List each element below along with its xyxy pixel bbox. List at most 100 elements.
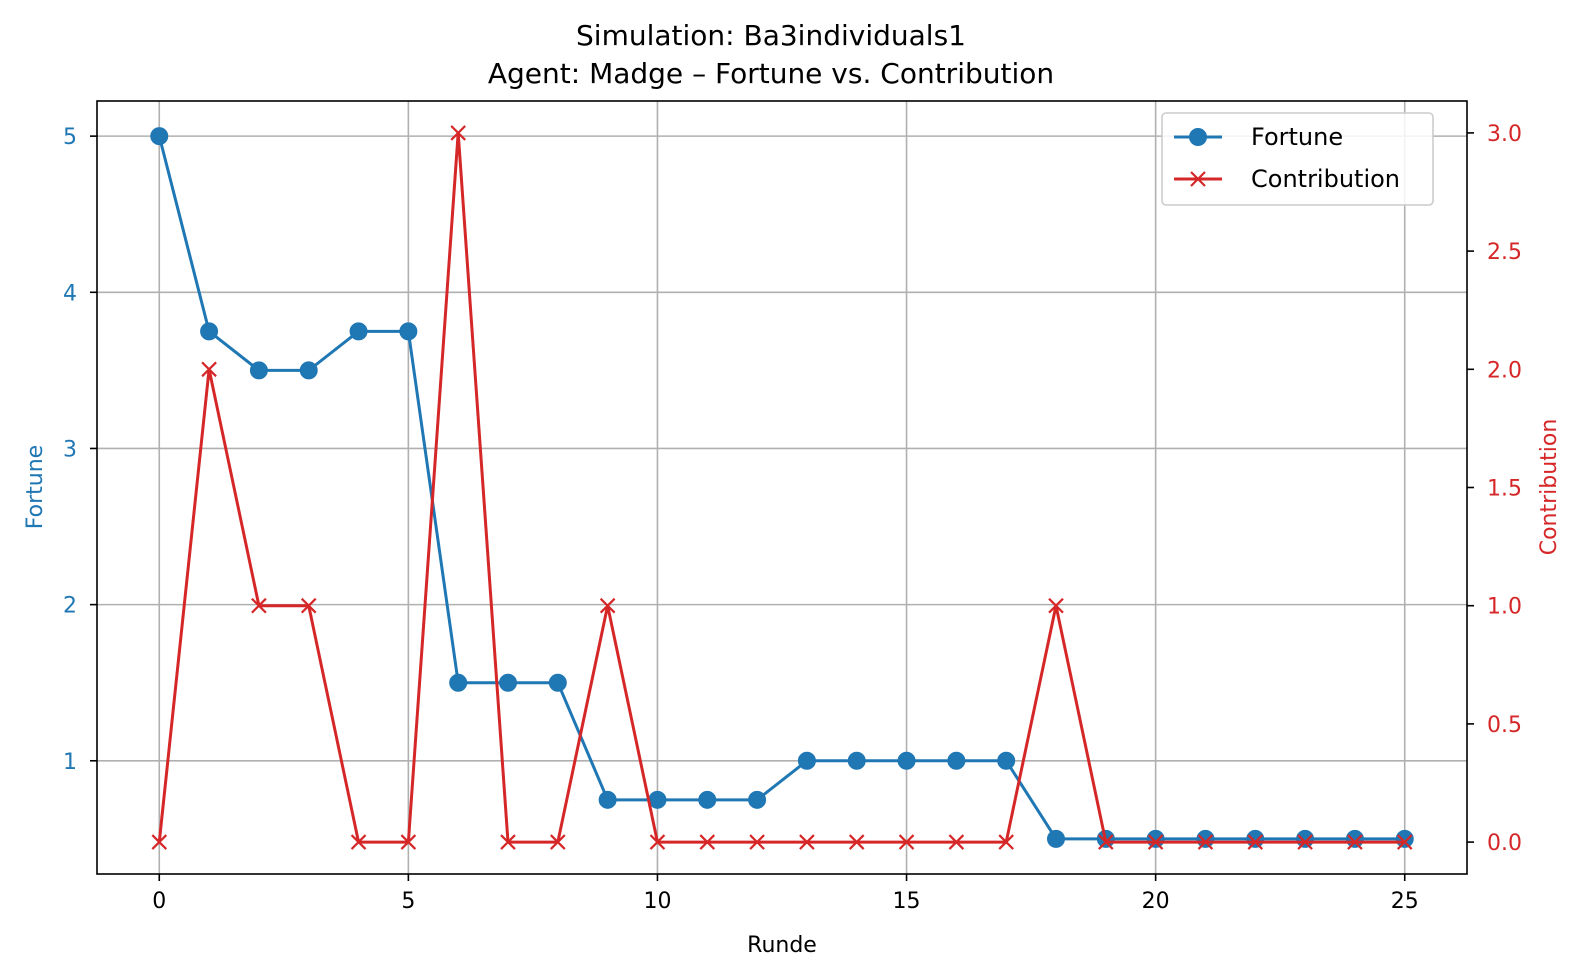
series-fortune (150, 127, 1414, 848)
data-point-contribution-stroke-b (1048, 597, 1064, 614)
data-point-contribution (998, 834, 1014, 850)
data-point-fortune (598, 790, 617, 809)
data-point-fortune (897, 751, 916, 770)
data-point-contribution (1098, 834, 1114, 850)
data-point-contribution (350, 834, 367, 850)
legend-item-fortune: Fortune (1174, 123, 1343, 151)
data-point-fortune (1246, 829, 1265, 848)
data-point-fortune (399, 322, 418, 341)
x-tick-label: 25 (1391, 889, 1419, 914)
data-point-contribution-stroke-b (1147, 834, 1164, 850)
data-point-fortune (648, 790, 667, 809)
data-point-contribution (251, 597, 267, 614)
data-point-contribution (450, 125, 466, 141)
y-right-tick-label: 2.0 (1487, 358, 1522, 383)
data-point-fortune (150, 127, 169, 146)
data-point-contribution (599, 597, 616, 614)
data-point-contribution (1347, 834, 1363, 850)
data-point-fortune (1395, 829, 1414, 848)
data-point-contribution (848, 834, 865, 850)
data-point-fortune (698, 790, 717, 809)
data-point-contribution (1147, 834, 1164, 850)
x-axis-label: Runde (747, 933, 817, 958)
data-point-contribution (1197, 834, 1214, 850)
x-tick-label: 5 (401, 889, 415, 914)
data-point-contribution-stroke-b (400, 834, 417, 850)
data-point-contribution-stroke-b (699, 834, 716, 850)
data-point-contribution-stroke-b (450, 125, 466, 141)
data-point-fortune (499, 673, 517, 692)
data-point-contribution-stroke-b (599, 597, 616, 614)
data-point-fortune (249, 361, 268, 380)
legend-swatch-marker (1190, 171, 1206, 187)
data-point-contribution-stroke-b (948, 834, 965, 850)
data-point-contribution-stroke-b (1347, 834, 1363, 850)
x-tick-label: 15 (893, 889, 921, 914)
x-tick-label: 20 (1142, 889, 1170, 914)
data-point-fortune (1047, 829, 1065, 848)
data-point-contribution-stroke-b (998, 834, 1014, 850)
data-point-fortune (299, 361, 318, 380)
data-point-contribution-stroke-b (1297, 834, 1313, 850)
data-point-fortune (748, 790, 767, 809)
data-point-contribution (201, 361, 217, 378)
data-point-fortune (997, 751, 1016, 770)
y-left-tick-label: 2 (63, 594, 77, 619)
data-point-contribution-stroke-b (1396, 834, 1413, 850)
data-point-contribution (1396, 834, 1413, 850)
data-point-contribution (151, 834, 168, 850)
legend-box (1161, 112, 1434, 206)
data-point-contribution (550, 834, 566, 850)
y-right-tick-label: 0.0 (1487, 831, 1522, 856)
series-line-contribution (157, 131, 1405, 844)
data-point-contribution (1247, 834, 1264, 850)
y-right-tick-label: 0.5 (1487, 713, 1522, 738)
data-point-fortune (349, 322, 368, 341)
data-point-contribution-stroke-b (749, 834, 765, 850)
data-point-contribution-stroke-b (1197, 834, 1214, 850)
legend: Fortune Contribution (1161, 112, 1434, 206)
data-point-contribution-stroke-b (898, 834, 915, 850)
data-point-contribution-stroke-b (300, 597, 317, 614)
data-point-contribution-stroke-b (500, 834, 516, 850)
data-point-fortune (449, 673, 468, 692)
chart-title: Simulation: Ba3individuals1 (576, 19, 966, 52)
data-point-contribution (898, 834, 915, 850)
legend-label: Contribution (1251, 165, 1400, 193)
data-point-contribution (948, 834, 965, 850)
data-point-contribution (749, 834, 765, 850)
data-point-contribution (300, 597, 317, 614)
y-left-tick-label: 4 (63, 281, 77, 306)
data-point-contribution-stroke-b (1247, 834, 1264, 850)
y-right-tick-label: 1.5 (1487, 477, 1522, 502)
data-point-fortune (200, 322, 219, 341)
data-point-contribution-stroke-b (1098, 834, 1114, 850)
y-left-tick-label: 3 (63, 437, 77, 462)
data-point-fortune (1296, 829, 1315, 848)
legend-swatch-marker (1189, 128, 1207, 146)
data-point-contribution (799, 834, 815, 850)
data-point-contribution (500, 834, 516, 850)
y-axis-left-label: Fortune (23, 445, 48, 529)
y-right-tick-label: 1.0 (1487, 595, 1522, 620)
data-point-contribution-stroke-b (151, 834, 168, 850)
data-point-contribution (649, 834, 666, 850)
legend-item-contribution: Contribution (1174, 165, 1400, 193)
data-point-contribution-stroke-b (799, 834, 815, 850)
data-point-fortune (847, 751, 866, 770)
data-point-contribution-stroke-b (550, 834, 566, 850)
y-left-tick-label: 1 (63, 750, 77, 775)
y-axis-right-label: Contribution (1537, 419, 1562, 556)
data-point-contribution-stroke-b (201, 361, 217, 378)
data-point-contribution (1297, 834, 1313, 850)
legend-label: Fortune (1251, 123, 1343, 151)
chart-subtitle: Agent: Madge – Fortune vs. Contribution (488, 57, 1054, 90)
data-point-contribution-stroke-b (251, 597, 267, 614)
x-tick-label: 10 (643, 889, 671, 914)
data-point-contribution (699, 834, 716, 850)
data-point-fortune (1196, 829, 1215, 848)
x-tick-label: 0 (152, 889, 166, 914)
data-point-contribution (1048, 597, 1064, 614)
data-point-fortune (1146, 829, 1165, 848)
